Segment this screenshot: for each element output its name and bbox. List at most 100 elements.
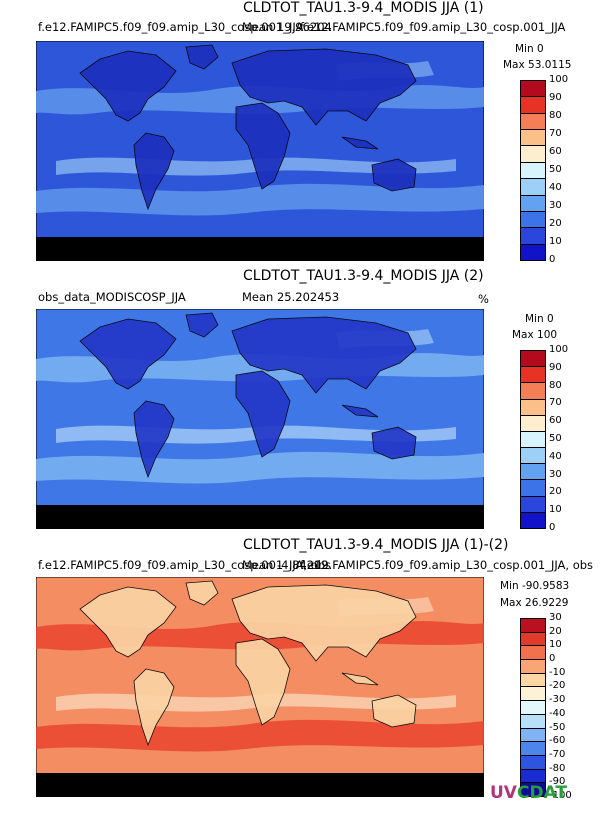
colorbar-tick-label: 60 [549,415,562,427]
colorbar-swatch [520,754,546,770]
colorbar-tick-label: 30 [549,612,562,623]
colorbar-swatch [520,631,546,647]
antarctica-band [36,773,484,797]
north-america-outline [79,318,177,390]
map-obs [36,309,484,529]
greenland-outline [185,312,219,338]
colorbar: 0 10 20 30 40 50 60 70 80 90 100 [520,74,568,265]
colorbar-tick-label: 70 [549,397,562,409]
colorbar-tick-label: 50 [549,164,562,175]
south-america-outline [133,668,175,747]
greenland-outline [185,580,219,606]
south-america-outline [133,400,175,479]
min-label: Min 0 [515,43,544,55]
colorbar-tick-label: 10 [549,236,562,247]
min-label: Min -90.9583 [500,580,570,592]
colorbar-tick-label: 60 [549,146,562,157]
case-label: f.e12.FAMIPC5.f09_f09.amip_L30_cosp.001_… [38,558,332,572]
indonesia-outline [341,672,379,686]
australia-outline [371,694,417,728]
eurasia-outline [231,48,417,126]
case-label-overlap: f.e12.FAMIPC5.f09_f09.amip_L30_cosp.001_… [300,558,594,572]
colorbar-tick-label: 0 [549,522,556,533]
australia-outline [371,158,417,192]
colorbar-tick-label: -40 [549,707,566,719]
case-label-overlap: f.e12.FAMIPC5.f09_f09.amip_L30_cosp.001_… [300,20,566,34]
panel-title: CLDTOT_TAU1.3-9.4_MODIS JJA (1)-(2) [243,537,509,553]
colorbar-tick-label: -80 [549,762,566,774]
antarctica-band [36,237,484,261]
panel-obs: CLDTOT_TAU1.3-9.4_MODIS JJA (2) obs_data… [36,268,568,533]
map-difference [36,577,484,797]
colorbar-tick-label: -60 [549,735,566,747]
colorbar-tick-label: 40 [549,450,562,462]
colorbar-swatch [520,350,546,368]
map-model [36,41,484,261]
colorbar-tick-label: 100 [549,74,569,85]
colorbar-tick-label: 50 [549,433,562,444]
colorbar-tick-label: 80 [549,110,562,121]
colorbar-swatch [520,768,546,784]
mean-label: Mean 25.202453 [242,290,340,304]
colorbar-tick-label: 10 [549,639,562,651]
colorbar-tick-label: 20 [549,625,562,637]
panel-title: CLDTOT_TAU1.3-9.4_MODIS JJA (2) [243,268,484,284]
colorbar-swatch [520,672,546,688]
colorbar-tick-label: 30 [549,468,562,480]
colorbar-tick-label: 90 [549,92,562,103]
north-america-outline [79,50,177,122]
colorbar: -100 -90 -80 -70 -60 -50 -40 -30 -20 -10 0 10 20 30 [520,612,572,801]
min-label: Min 0 [525,313,554,325]
indonesia-outline [341,404,379,418]
panel-title: CLDTOT_TAU1.3-9.4_MODIS JJA (1) [243,0,484,16]
colorbar-swatch [520,741,546,756]
colorbar-tick-label: -30 [549,694,566,706]
antarctica-band [36,505,484,529]
colorbar-tick-label: 0 [549,254,556,265]
greenland-outline [185,44,219,70]
max-label: Max 26.9229 [500,597,569,609]
colorbar-tick-label: -50 [549,721,566,733]
colorbar-tick-label: 90 [549,361,562,373]
africa-outline [235,638,291,726]
max-label: Max 100 [512,329,558,341]
eurasia-outline [231,316,417,394]
colorbar-tick-label: -90 [549,776,566,788]
colorbar-swatch [520,618,546,633]
colorbar-swatch [520,713,546,729]
colorbar-swatch [520,686,546,702]
colorbar-tick-label: -10 [549,666,566,678]
colorbar-tick-label: 20 [549,486,562,498]
colorbar-tick-label: -20 [549,680,566,692]
case-label: obs_data_MODISCOSP_JJA [38,290,186,304]
indonesia-outline [341,136,379,150]
colorbar-tick-label: -100 [549,790,572,801]
mean-label: Mean 19.96204 [242,20,332,34]
colorbar-swatch [520,80,546,98]
colorbar-tick-label: 100 [549,344,569,355]
colorbar-swatch [520,645,546,661]
cloud-band-south [36,719,484,752]
colorbar-tick-label: 30 [549,200,562,211]
colorbar-tick-label: -70 [549,748,566,760]
max-label: Max 53.0115 [503,59,572,71]
colorbar-tick-label: 80 [549,379,562,391]
colorbar-tick-label: 20 [549,218,562,229]
panel-model: CLDTOT_TAU1.3-9.4_MODIS JJA (1) f.e12.FA… [0,0,606,270]
colorbar-tick-label: 10 [549,504,562,516]
north-america-outline [79,586,177,658]
units-label: % [478,292,489,306]
south-america-outline [133,132,175,211]
colorbar-tick-label: 0 [549,653,556,665]
case-label: f.e12.FAMIPC5.f09_f09.amip_L30_cosp.001_… [38,20,304,34]
africa-outline [235,102,291,190]
australia-outline [371,426,417,460]
mean-label: Mean -4.84209 [242,558,329,572]
colorbar-swatch [520,700,546,715]
colorbar: 0 10 20 30 40 50 60 70 80 90 100 [520,344,568,533]
colorbar-swatch [520,659,546,674]
uvcdat-logo: UVCDAT [490,783,567,803]
colorbar-swatch [520,727,546,743]
colorbar-tick-label: 40 [549,182,562,193]
